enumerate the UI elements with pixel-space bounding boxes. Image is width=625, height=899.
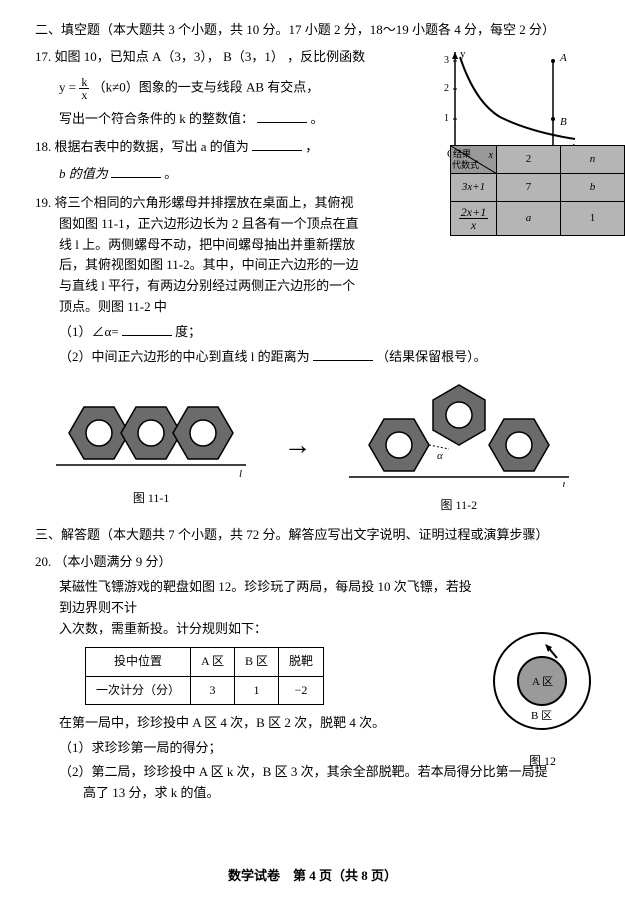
fig12: A 区 B 区 图 12 bbox=[485, 628, 600, 771]
svg-text:α: α bbox=[437, 450, 443, 462]
section2-title: 二、填空题（本大题共 3 个小题，共 10 分。17 小题 2 分，18～19 … bbox=[35, 20, 590, 41]
svg-text:A: A bbox=[559, 52, 567, 64]
section3-title: 三、解答题（本大题共 7 个小题，共 72 分。解答应写出文字说明、证明过程或演… bbox=[35, 525, 590, 546]
svg-text:3: 3 bbox=[444, 55, 449, 66]
arrow-icon: → bbox=[283, 424, 311, 469]
q17: x y O 1 2 3 1 2 3 A B 图 10 17. 如图 10，已知点… bbox=[35, 47, 590, 130]
q17-pointA: A（3，3） bbox=[152, 49, 207, 64]
q19-blank2 bbox=[313, 347, 373, 361]
svg-text:l: l bbox=[562, 480, 565, 487]
q17-eq: y = bbox=[59, 79, 76, 94]
q17-frac: kx bbox=[79, 76, 89, 101]
q18-blank-b bbox=[111, 164, 161, 178]
q19: 19. 将三个相同的六角形螺母并排摆放在桌面上，其俯视 图如图 11-1，正六边… bbox=[35, 193, 590, 367]
q18-blank-a bbox=[252, 137, 302, 151]
fig11-2: α l bbox=[344, 377, 574, 487]
q19-figures: l 图 11-1 → α l 图 11-2 bbox=[35, 377, 590, 515]
q17-num: 17. bbox=[35, 47, 51, 68]
q20-table: 投中位置 A 区 B 区 脱靶 一次计分（分） 3 1 −2 bbox=[85, 647, 324, 704]
q20-num: 20. bbox=[35, 552, 51, 573]
page-footer: 数学试卷 第 4 页（共 8 页） bbox=[0, 866, 625, 887]
svg-text:B: B bbox=[560, 116, 567, 128]
q18-num: 18. bbox=[35, 137, 51, 158]
q18: 18. 根据右表中的数据，写出 a 的值为 ， b 的值为 。 bbox=[35, 137, 395, 185]
q19-blank1 bbox=[122, 322, 172, 336]
svg-text:2: 2 bbox=[444, 83, 449, 94]
svg-text:B 区: B 区 bbox=[531, 710, 552, 722]
q17-pointB: B（3，1） bbox=[223, 49, 284, 64]
q17-text: 如图 10，已知点 bbox=[55, 49, 149, 64]
q17-blank bbox=[257, 109, 307, 123]
fig11-1: l bbox=[51, 385, 251, 480]
svg-text:1: 1 bbox=[444, 113, 449, 124]
svg-text:A 区: A 区 bbox=[532, 676, 553, 688]
q19-num: 19. bbox=[35, 193, 51, 214]
svg-text:l: l bbox=[239, 468, 242, 480]
